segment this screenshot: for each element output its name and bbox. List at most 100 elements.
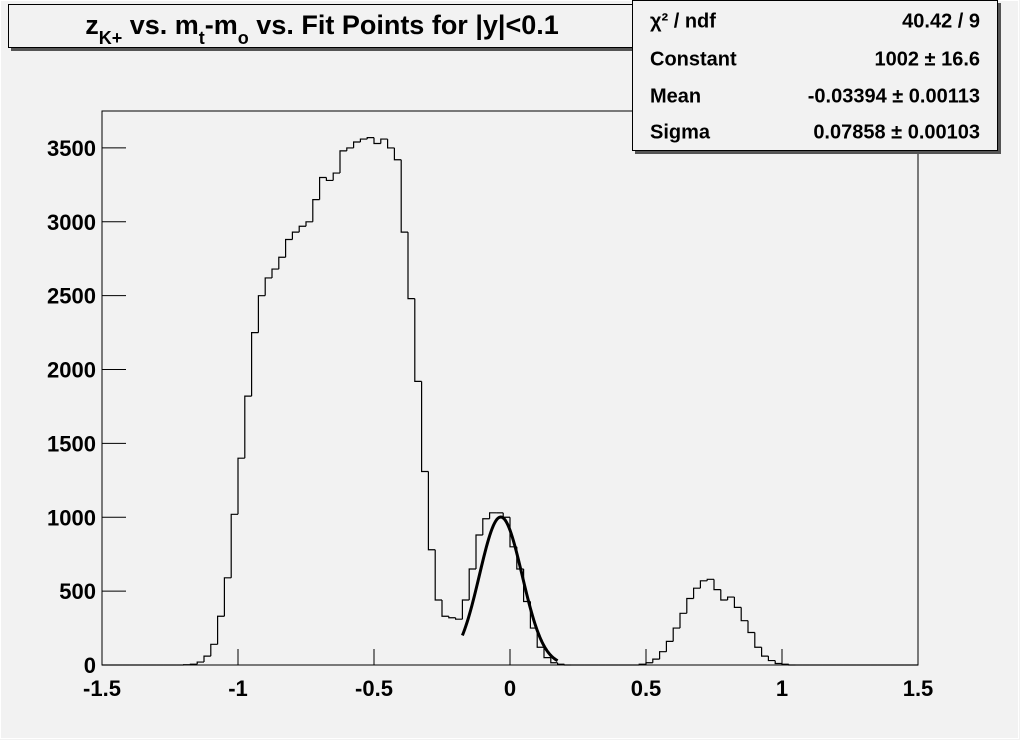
histogram-bin bbox=[468, 568, 476, 600]
x-tick-label: 1.5 bbox=[903, 676, 934, 701]
histogram-bin bbox=[264, 277, 272, 296]
histogram-bin bbox=[720, 589, 728, 601]
histogram-bin bbox=[203, 655, 211, 663]
histogram-bin bbox=[563, 664, 572, 666]
histogram-bin bbox=[693, 587, 701, 599]
histogram-bin bbox=[325, 177, 334, 182]
histogram-bin bbox=[346, 147, 354, 151]
histogram-bin bbox=[319, 176, 327, 200]
title-run: K+ bbox=[99, 28, 123, 48]
histogram-bin bbox=[359, 138, 368, 143]
title-run: vs. Fit Points for |y|<0.1 bbox=[249, 10, 559, 40]
x-tick-label: -1.5 bbox=[83, 676, 121, 701]
histogram-bin bbox=[713, 579, 721, 591]
histogram-bin bbox=[543, 647, 551, 659]
x-tick-label: 1 bbox=[776, 676, 788, 701]
title-run: -m bbox=[205, 10, 238, 40]
histogram-bin bbox=[407, 232, 415, 300]
histogram-bin bbox=[237, 457, 245, 515]
title-box bbox=[8, 4, 636, 48]
histogram-bin bbox=[672, 627, 680, 642]
y-tick-label: 0 bbox=[84, 653, 96, 678]
histogram-bin bbox=[706, 578, 714, 581]
title-run: z bbox=[85, 10, 99, 40]
histogram-bin bbox=[291, 231, 300, 240]
stats-value: 1002 ± 16.6 bbox=[874, 48, 980, 70]
histogram-bin bbox=[740, 607, 748, 622]
histogram-bin bbox=[659, 651, 667, 660]
histogram-bin bbox=[754, 632, 762, 648]
histogram-bin bbox=[686, 597, 694, 614]
x-tick-label: -0.5 bbox=[355, 676, 393, 701]
x-tick-label: 0.5 bbox=[631, 676, 662, 701]
chart-title: zK+ vs. mt-mo vs. Fit Points for |y|<0.1 bbox=[85, 10, 559, 48]
y-tick-label: 1000 bbox=[47, 505, 96, 530]
stats-label: Sigma bbox=[650, 121, 711, 143]
histogram-bin bbox=[217, 615, 225, 645]
histogram-bin bbox=[285, 238, 293, 258]
histogram-bin bbox=[298, 225, 306, 233]
histogram-bin bbox=[332, 172, 340, 181]
histogram-bin bbox=[271, 268, 279, 278]
x-tick-label: 0 bbox=[504, 676, 516, 701]
histogram-bin bbox=[448, 616, 456, 619]
stats-value: 0.07858 ± 0.00103 bbox=[813, 121, 980, 143]
histogram-bin bbox=[305, 221, 313, 227]
histogram-bin bbox=[210, 643, 218, 657]
histogram-bin bbox=[638, 663, 646, 665]
y-tick-label: 3500 bbox=[47, 136, 96, 161]
histogram-bin bbox=[427, 471, 436, 551]
histogram-bin bbox=[665, 640, 674, 652]
y-tick-label: 2500 bbox=[47, 284, 96, 309]
histogram-bin bbox=[557, 662, 565, 665]
histogram-bin bbox=[373, 137, 381, 145]
stats-value: 40.42 / 9 bbox=[902, 10, 980, 32]
histogram-bin bbox=[733, 597, 742, 608]
histogram-bin bbox=[339, 150, 347, 174]
histogram-bin bbox=[380, 138, 388, 144]
x-tick-label: -1 bbox=[228, 676, 248, 701]
histogram-bin bbox=[414, 298, 422, 382]
histogram-bin bbox=[278, 256, 286, 270]
histogram-bin bbox=[781, 663, 789, 665]
histogram-bin bbox=[312, 199, 320, 222]
histogram-bin bbox=[400, 159, 408, 233]
histogram-bin bbox=[441, 599, 449, 617]
stats-label: Constant bbox=[650, 48, 737, 70]
histogram-bin bbox=[788, 664, 796, 666]
stats-box bbox=[632, 0, 998, 151]
title-run: o bbox=[238, 28, 249, 48]
histogram-bin bbox=[699, 580, 708, 589]
y-tick-label: 2000 bbox=[47, 358, 96, 383]
histogram-bin bbox=[727, 596, 735, 600]
histogram-bin bbox=[761, 647, 769, 657]
histogram-bin bbox=[223, 577, 232, 617]
histogram-bin bbox=[257, 295, 266, 333]
histogram-bin bbox=[767, 656, 776, 662]
stats-value: -0.03394 ± 0.00113 bbox=[808, 85, 980, 107]
title-run: vs. m bbox=[122, 10, 199, 40]
histogram-bin bbox=[421, 381, 429, 473]
histogram-bin bbox=[353, 141, 361, 148]
title-run: t bbox=[199, 28, 205, 48]
fit-curve bbox=[461, 515, 559, 662]
histogram-bin bbox=[774, 660, 782, 665]
histogram-bin bbox=[475, 534, 483, 569]
y-tick-label: 1500 bbox=[47, 431, 96, 456]
histogram-bin bbox=[244, 395, 252, 459]
histogram-bin bbox=[393, 147, 402, 161]
y-tick-label: 3000 bbox=[47, 210, 96, 235]
histogram-bin bbox=[461, 599, 470, 620]
histogram-bin bbox=[645, 662, 653, 665]
histogram-bin bbox=[387, 139, 395, 149]
histogram-bin bbox=[366, 136, 374, 140]
stats-label: χ² / ndf bbox=[650, 10, 716, 32]
histogram-bin bbox=[747, 620, 755, 634]
plot-frame bbox=[101, 110, 919, 666]
histogram-bin bbox=[455, 617, 463, 620]
histogram-bin bbox=[652, 658, 660, 663]
histogram-bin bbox=[550, 657, 558, 664]
stats-label: Mean bbox=[650, 85, 701, 107]
histogram-bin bbox=[482, 518, 490, 535]
